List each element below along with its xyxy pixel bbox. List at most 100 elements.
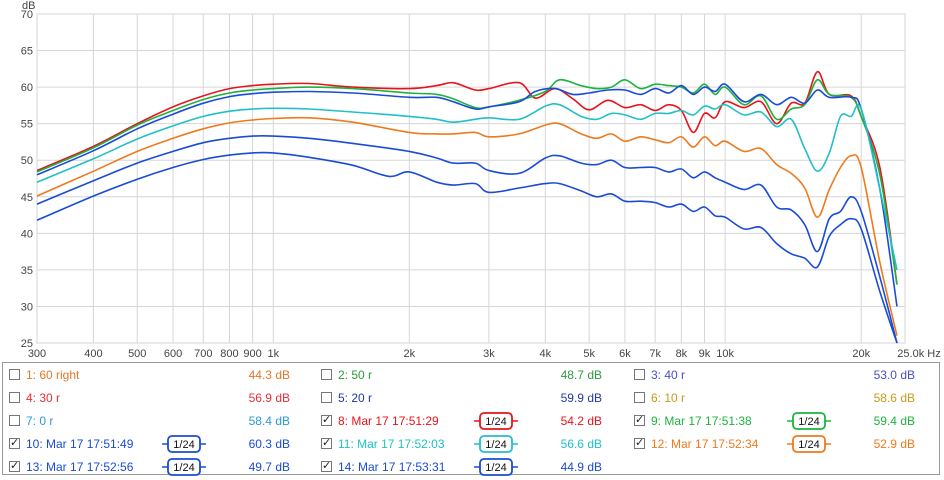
smoothing-icon[interactable]: 1/24 [474,458,518,476]
series-line-5 [36,116,898,336]
x-tick-label: 3k [483,348,495,360]
legend-value: 56.6 dB [560,437,602,451]
legend-panel: 1: 60 right 44.3 dB 2: 50 r 48.7 dB 3: 40 r 5… [2,362,940,476]
smoothing-label: 1/24 [485,439,506,451]
smoothing-icon[interactable]: 1/24 [787,435,831,453]
legend-value: 48.7 dB [560,368,602,382]
legend-label: 10: Mar 17 17:51:49 [26,437,134,451]
x-tick-label: 700 [194,348,212,360]
legend-label: 2: 50 r [338,368,373,382]
legend-checkbox[interactable] [9,436,20,449]
legend-label: 14: Mar 17 17:53:31 [338,460,446,474]
y-tick-label: 70 [21,9,33,21]
smoothing-label: 1/24 [798,416,819,428]
legend-value: 59.4 dB [873,414,915,428]
y-tick-label: 30 [21,301,33,313]
legend-checkbox[interactable] [634,392,645,403]
smoothing-icon[interactable]: 1/24 [474,435,518,453]
legend-item[interactable]: 11: Mar 17 17:52:03 1/24 56.6 dB [315,434,615,457]
legend-value: 60.3 dB [248,437,290,451]
legend-item[interactable]: 3: 40 r 53.0 dB [628,365,928,388]
legend-value: 44.9 dB [560,460,602,474]
legend-item[interactable]: 12: Mar 17 17:52:34 1/24 52.9 dB [628,434,928,457]
smoothing-label: 1/24 [485,416,506,428]
legend-value: 53.0 dB [873,368,915,382]
legend-item[interactable]: 14: Mar 17 17:53:31 1/24 44.9 dB [315,457,615,480]
smoothing-icon[interactable]: 1/24 [162,435,206,453]
legend-checkbox[interactable] [9,392,20,403]
x-tick-label: 6k [619,348,631,360]
legend-checkbox[interactable] [321,459,332,472]
y-tick-label: 40 [21,228,33,240]
smoothing-label: 1/24 [173,462,194,474]
x-tick-label: 600 [164,348,182,360]
x-tick-label: 7k [649,348,661,360]
legend-checkbox[interactable] [321,369,332,380]
legend-item[interactable]: 2: 50 r 48.7 dB [315,365,615,388]
legend-item[interactable]: 10: Mar 17 17:51:49 1/24 60.3 dB [3,434,303,457]
legend-item[interactable]: 8: Mar 17 17:51:29 1/24 54.2 dB [315,411,615,434]
legend-value: 56.9 dB [248,391,290,405]
x-tick-label: 300 [28,348,46,360]
x-tick-label: 800 [220,348,238,360]
x-tick-label: 900 [243,348,261,360]
y-tick-label: 55 [21,119,33,131]
y-tick-label: 35 [21,265,33,277]
legend-item[interactable]: 1: 60 right 44.3 dB [3,365,303,388]
series-line-6 [36,135,898,344]
x-tick-label: 20k [852,348,870,360]
x-tick-label: 400 [84,348,102,360]
plot-area [36,13,906,344]
legend-item[interactable]: 13: Mar 17 17:52:56 1/24 49.7 dB [3,457,303,480]
x-tick-label: 8k [676,348,688,360]
smoothing-label: 1/24 [798,439,819,451]
series-line-4 [36,102,898,271]
legend-label: 12: Mar 17 17:52:34 [651,437,759,451]
legend-checkbox[interactable] [634,413,645,426]
legend-checkbox[interactable] [9,459,20,472]
x-tick-label: 4k [540,348,552,360]
legend-checkbox[interactable] [9,415,20,426]
legend-checkbox[interactable] [634,436,645,449]
legend-value: 52.9 dB [873,437,915,451]
smoothing-icon[interactable]: 1/24 [787,412,831,430]
legend-value: 59.9 dB [560,391,602,405]
legend-label: 9: Mar 17 17:51:38 [651,414,752,428]
y-tick-label: 65 [21,46,33,58]
chart-grid [36,13,906,344]
frequency-response-chart: 25 30 35 40 45 50 55 60 65 70 300 400 500 600 700 800 9… [21,0,941,360]
legend-label: 7: 0 r [26,414,54,428]
legend-value: 58.6 dB [873,391,915,405]
legend-item[interactable]: 4: 30 r 56.9 dB [3,388,303,411]
smoothing-icon[interactable]: 1/24 [474,412,518,430]
legend-item[interactable]: 9: Mar 17 17:51:38 1/24 59.4 dB [628,411,928,434]
series-line-1 [36,71,898,285]
legend-item[interactable]: 5: 20 r 59.9 dB [315,388,615,411]
series-lines [36,71,898,344]
x-tick-label: 2k [404,348,416,360]
legend-checkbox[interactable] [321,392,332,403]
legend-checkbox[interactable] [321,436,332,449]
smoothing-icon[interactable]: 1/24 [162,458,206,476]
series-line-2 [36,78,898,285]
legend-checkbox[interactable] [634,369,645,380]
y-axis-label: dB [22,0,35,12]
x-tick-label: 9k [699,348,711,360]
legend-label: 13: Mar 17 17:52:56 [26,460,134,474]
legend-checkbox[interactable] [9,369,20,380]
legend-label: 6: 10 r [651,391,686,405]
legend-item[interactable]: 7: 0 r 58.4 dB [3,411,303,434]
legend-item[interactable]: 6: 10 r 58.6 dB [628,388,928,411]
x-tick-label: 25.0k Hz [897,348,940,360]
legend-value: 44.3 dB [248,368,290,382]
legend-value: 49.7 dB [248,460,290,474]
y-tick-label: 50 [21,155,33,167]
x-tick-label: 500 [128,348,146,360]
legend-label: 8: Mar 17 17:51:29 [338,414,439,428]
x-tick-label: 1k [267,348,279,360]
legend-label: 1: 60 right [26,368,80,382]
y-tick-label: 60 [21,82,33,94]
series-line-7 [36,151,898,344]
x-tick-label: 10k [716,348,734,360]
legend-checkbox[interactable] [321,413,332,426]
